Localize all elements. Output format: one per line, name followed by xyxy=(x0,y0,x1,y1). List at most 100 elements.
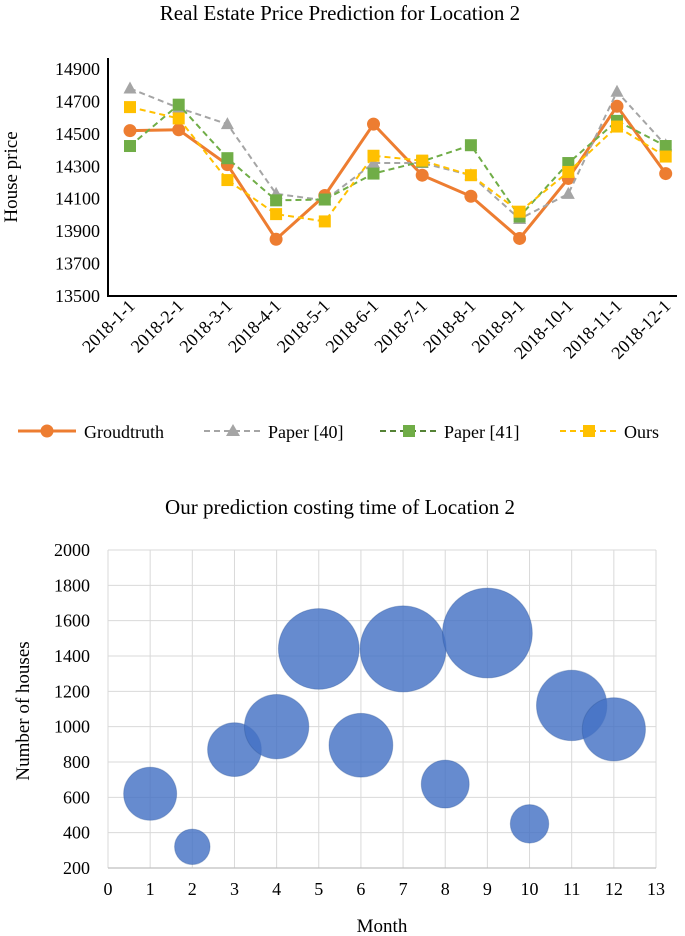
data-point xyxy=(367,149,380,162)
x-tick-label: 2018-4-1 xyxy=(224,296,285,357)
bubble xyxy=(509,804,550,844)
data-point xyxy=(367,156,380,169)
data-point xyxy=(367,167,380,180)
data-point xyxy=(659,140,672,153)
x-tick-label: 7 xyxy=(399,879,408,899)
data-point xyxy=(221,174,234,187)
x-tick-label: 11 xyxy=(563,879,580,899)
bubble-chart-ylabel: Number of houses xyxy=(13,641,34,780)
data-point xyxy=(172,98,185,111)
data-point xyxy=(464,139,477,152)
x-tick-label: 8 xyxy=(441,879,450,899)
x-tick-label: 9 xyxy=(483,879,492,899)
data-point xyxy=(172,112,185,125)
data-point xyxy=(318,193,331,206)
line-chart-title: Real Estate Price Prediction for Locatio… xyxy=(160,1,520,25)
x-tick-label: 4 xyxy=(272,879,281,899)
data-point xyxy=(270,208,283,221)
x-tick-label: 2018-6-1 xyxy=(322,296,383,357)
y-tick-label: 14500 xyxy=(55,124,100,144)
data-point xyxy=(416,154,429,167)
x-tick-label: 12 xyxy=(605,879,623,899)
y-tick-label: 14100 xyxy=(55,189,100,209)
data-point xyxy=(318,215,331,228)
x-tick-label: 2 xyxy=(188,879,197,899)
data-point xyxy=(123,81,137,94)
legend-entry-ours: Ours xyxy=(560,422,659,442)
data-point xyxy=(561,186,575,199)
legend-label: Paper [41] xyxy=(444,422,519,442)
line-chart-series xyxy=(123,81,673,246)
bubble xyxy=(441,587,533,679)
data-point xyxy=(415,168,429,182)
x-tick-label: 13 xyxy=(647,879,665,899)
y-tick-label: 2000 xyxy=(54,540,90,560)
data-point xyxy=(513,231,527,245)
y-tick-label: 14300 xyxy=(55,156,100,176)
x-tick-label: 2018-3-1 xyxy=(175,296,236,357)
series-line-paper-41 xyxy=(129,103,667,219)
bubble-chart-bubbles xyxy=(123,587,646,866)
y-tick-label: 13900 xyxy=(55,221,100,241)
line-chart: Real Estate Price Prediction for Locatio… xyxy=(1,1,677,442)
bubble-chart-xlabel: Month xyxy=(357,916,408,936)
legend-label: Paper [40] xyxy=(268,422,343,442)
bubble xyxy=(581,697,646,762)
data-point xyxy=(610,84,624,97)
data-point xyxy=(562,165,575,178)
data-point xyxy=(172,123,186,137)
bubble xyxy=(359,605,447,693)
data-point xyxy=(221,152,234,165)
x-tick-label: 5 xyxy=(314,879,323,899)
x-tick-label: 2018-5-1 xyxy=(273,296,334,357)
series-line-ours xyxy=(129,106,667,223)
x-tick-label: 2018-8-1 xyxy=(419,296,480,357)
x-tick-label: 3 xyxy=(230,879,239,899)
data-point xyxy=(124,101,136,114)
data-point xyxy=(124,140,136,153)
data-point xyxy=(464,189,478,203)
data-point xyxy=(659,150,672,163)
x-tick-label: 6 xyxy=(356,879,365,899)
legend-entry-groudtruth: Groudtruth xyxy=(18,422,164,442)
line-chart-x-ticks: 2018-1-12018-2-12018-3-12018-4-12018-5-1… xyxy=(78,296,675,363)
line-chart-ylabel: House price xyxy=(1,131,22,222)
y-tick-label: 1400 xyxy=(54,646,90,666)
legend-entry-paper-40: Paper [40] xyxy=(204,422,343,442)
y-tick-label: 13700 xyxy=(55,254,100,274)
data-point xyxy=(659,167,673,181)
x-tick-label: 2018-2-1 xyxy=(127,296,188,357)
bubble xyxy=(243,693,310,760)
data-point xyxy=(220,117,234,130)
series-line-paper-40 xyxy=(129,87,667,221)
y-tick-label: 800 xyxy=(63,752,90,772)
data-point xyxy=(269,232,283,246)
bubble xyxy=(420,759,470,809)
data-point xyxy=(270,194,283,207)
series-line-groudtruth xyxy=(129,103,667,242)
x-tick-label: 2018-7-1 xyxy=(370,296,431,357)
x-tick-label: 1 xyxy=(146,879,155,899)
bubble-chart-title: Our prediction costing time of Location … xyxy=(165,495,515,519)
bubble xyxy=(277,608,360,690)
y-tick-label: 1600 xyxy=(54,611,90,631)
x-tick-label: 10 xyxy=(521,879,539,899)
bubble xyxy=(174,828,211,866)
data-point xyxy=(367,117,380,131)
y-tick-label: 200 xyxy=(63,858,90,878)
data-point xyxy=(611,120,623,133)
y-tick-label: 1800 xyxy=(54,575,90,595)
y-tick-label: 14900 xyxy=(55,59,100,79)
data-point xyxy=(123,124,137,138)
data-point xyxy=(464,169,477,182)
y-tick-label: 14700 xyxy=(55,91,100,111)
line-chart-legend: Groudtruth Paper [40] Paper [41] Ours xyxy=(18,422,659,442)
data-point xyxy=(513,205,526,218)
y-tick-label: 1200 xyxy=(54,681,90,701)
bubble xyxy=(328,712,394,778)
bubble-chart: Our prediction costing time of Location … xyxy=(13,495,665,936)
y-tick-label: 1000 xyxy=(54,717,90,737)
line-chart-y-ticks: 13500 13700 13900 14100 14300 14500 14700 14900 xyxy=(55,59,100,306)
